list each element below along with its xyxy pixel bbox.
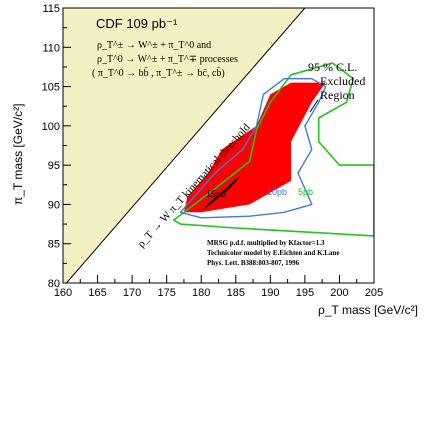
y-axis-title: π_T mass [GeV/c²] — [11, 104, 25, 205]
y-tick-label: 90 — [48, 199, 60, 211]
y-tick-label: 115 — [42, 3, 60, 15]
kinematic-threshold-line — [66, 8, 306, 283]
x-tick-label: 185 — [227, 287, 245, 299]
caption-line-2: Technicolor model by E.Eichten and K.Lan… — [207, 249, 339, 257]
exclusion-label-line-1: 95 % C.L. — [308, 60, 357, 74]
caption-line-1: MRSG p.d.f. multiplied by Kfactor=1.3 — [207, 239, 325, 247]
x-tick-label: 180 — [192, 287, 210, 299]
caption-line-3: Phys. Lett. B388:803-807, 1996 — [207, 259, 300, 267]
x-tick-label: 190 — [261, 287, 279, 299]
y-tick-label: 95 — [48, 160, 60, 172]
x-tick-label: 205 — [365, 287, 383, 299]
contour-10pb — [179, 77, 327, 219]
exclusion-label-line-2: Excluded — [320, 74, 365, 88]
y-tick-label: 105 — [42, 82, 60, 94]
contour-label-10pb: 10pb — [267, 187, 287, 197]
x-tick-label: 165 — [88, 287, 106, 299]
x-tick-label: 195 — [296, 287, 314, 299]
x-tick-label: 160 — [54, 287, 72, 299]
contour-label-15pb: 15pb — [206, 189, 226, 199]
forbidden-region — [63, 8, 305, 283]
x-tick-label: 200 — [330, 287, 348, 299]
excluded-arrow — [309, 99, 319, 113]
x-tick-label: 170 — [123, 287, 141, 299]
y-tick-label: 100 — [42, 121, 60, 133]
y-tick-label: 80 — [48, 278, 60, 290]
excluded-region — [183, 82, 326, 213]
contour-5pb — [172, 62, 374, 237]
process-line-3: ( π_T^0 → bb̄ , π_T^± → bc̄, cb̄) — [92, 67, 225, 79]
contour-15pb — [204, 176, 240, 209]
y-tick-label: 85 — [48, 239, 60, 251]
y-tick-label: 110 — [42, 42, 60, 54]
chart-title: CDF 109 pb⁻¹ — [96, 16, 178, 31]
exclusion-label-line-3: Region — [320, 88, 355, 102]
process-line-2: ρ_T^0 → W^± + π_T^∓ processes — [97, 54, 238, 65]
contour-label-5pb: 5pb — [298, 187, 313, 197]
x-axis-title: ρ_T mass [GeV/c²] — [318, 303, 418, 317]
process-line-1: ρ_T^± → W^± + π_T^0 and — [97, 40, 211, 51]
x-tick-label: 175 — [157, 287, 175, 299]
